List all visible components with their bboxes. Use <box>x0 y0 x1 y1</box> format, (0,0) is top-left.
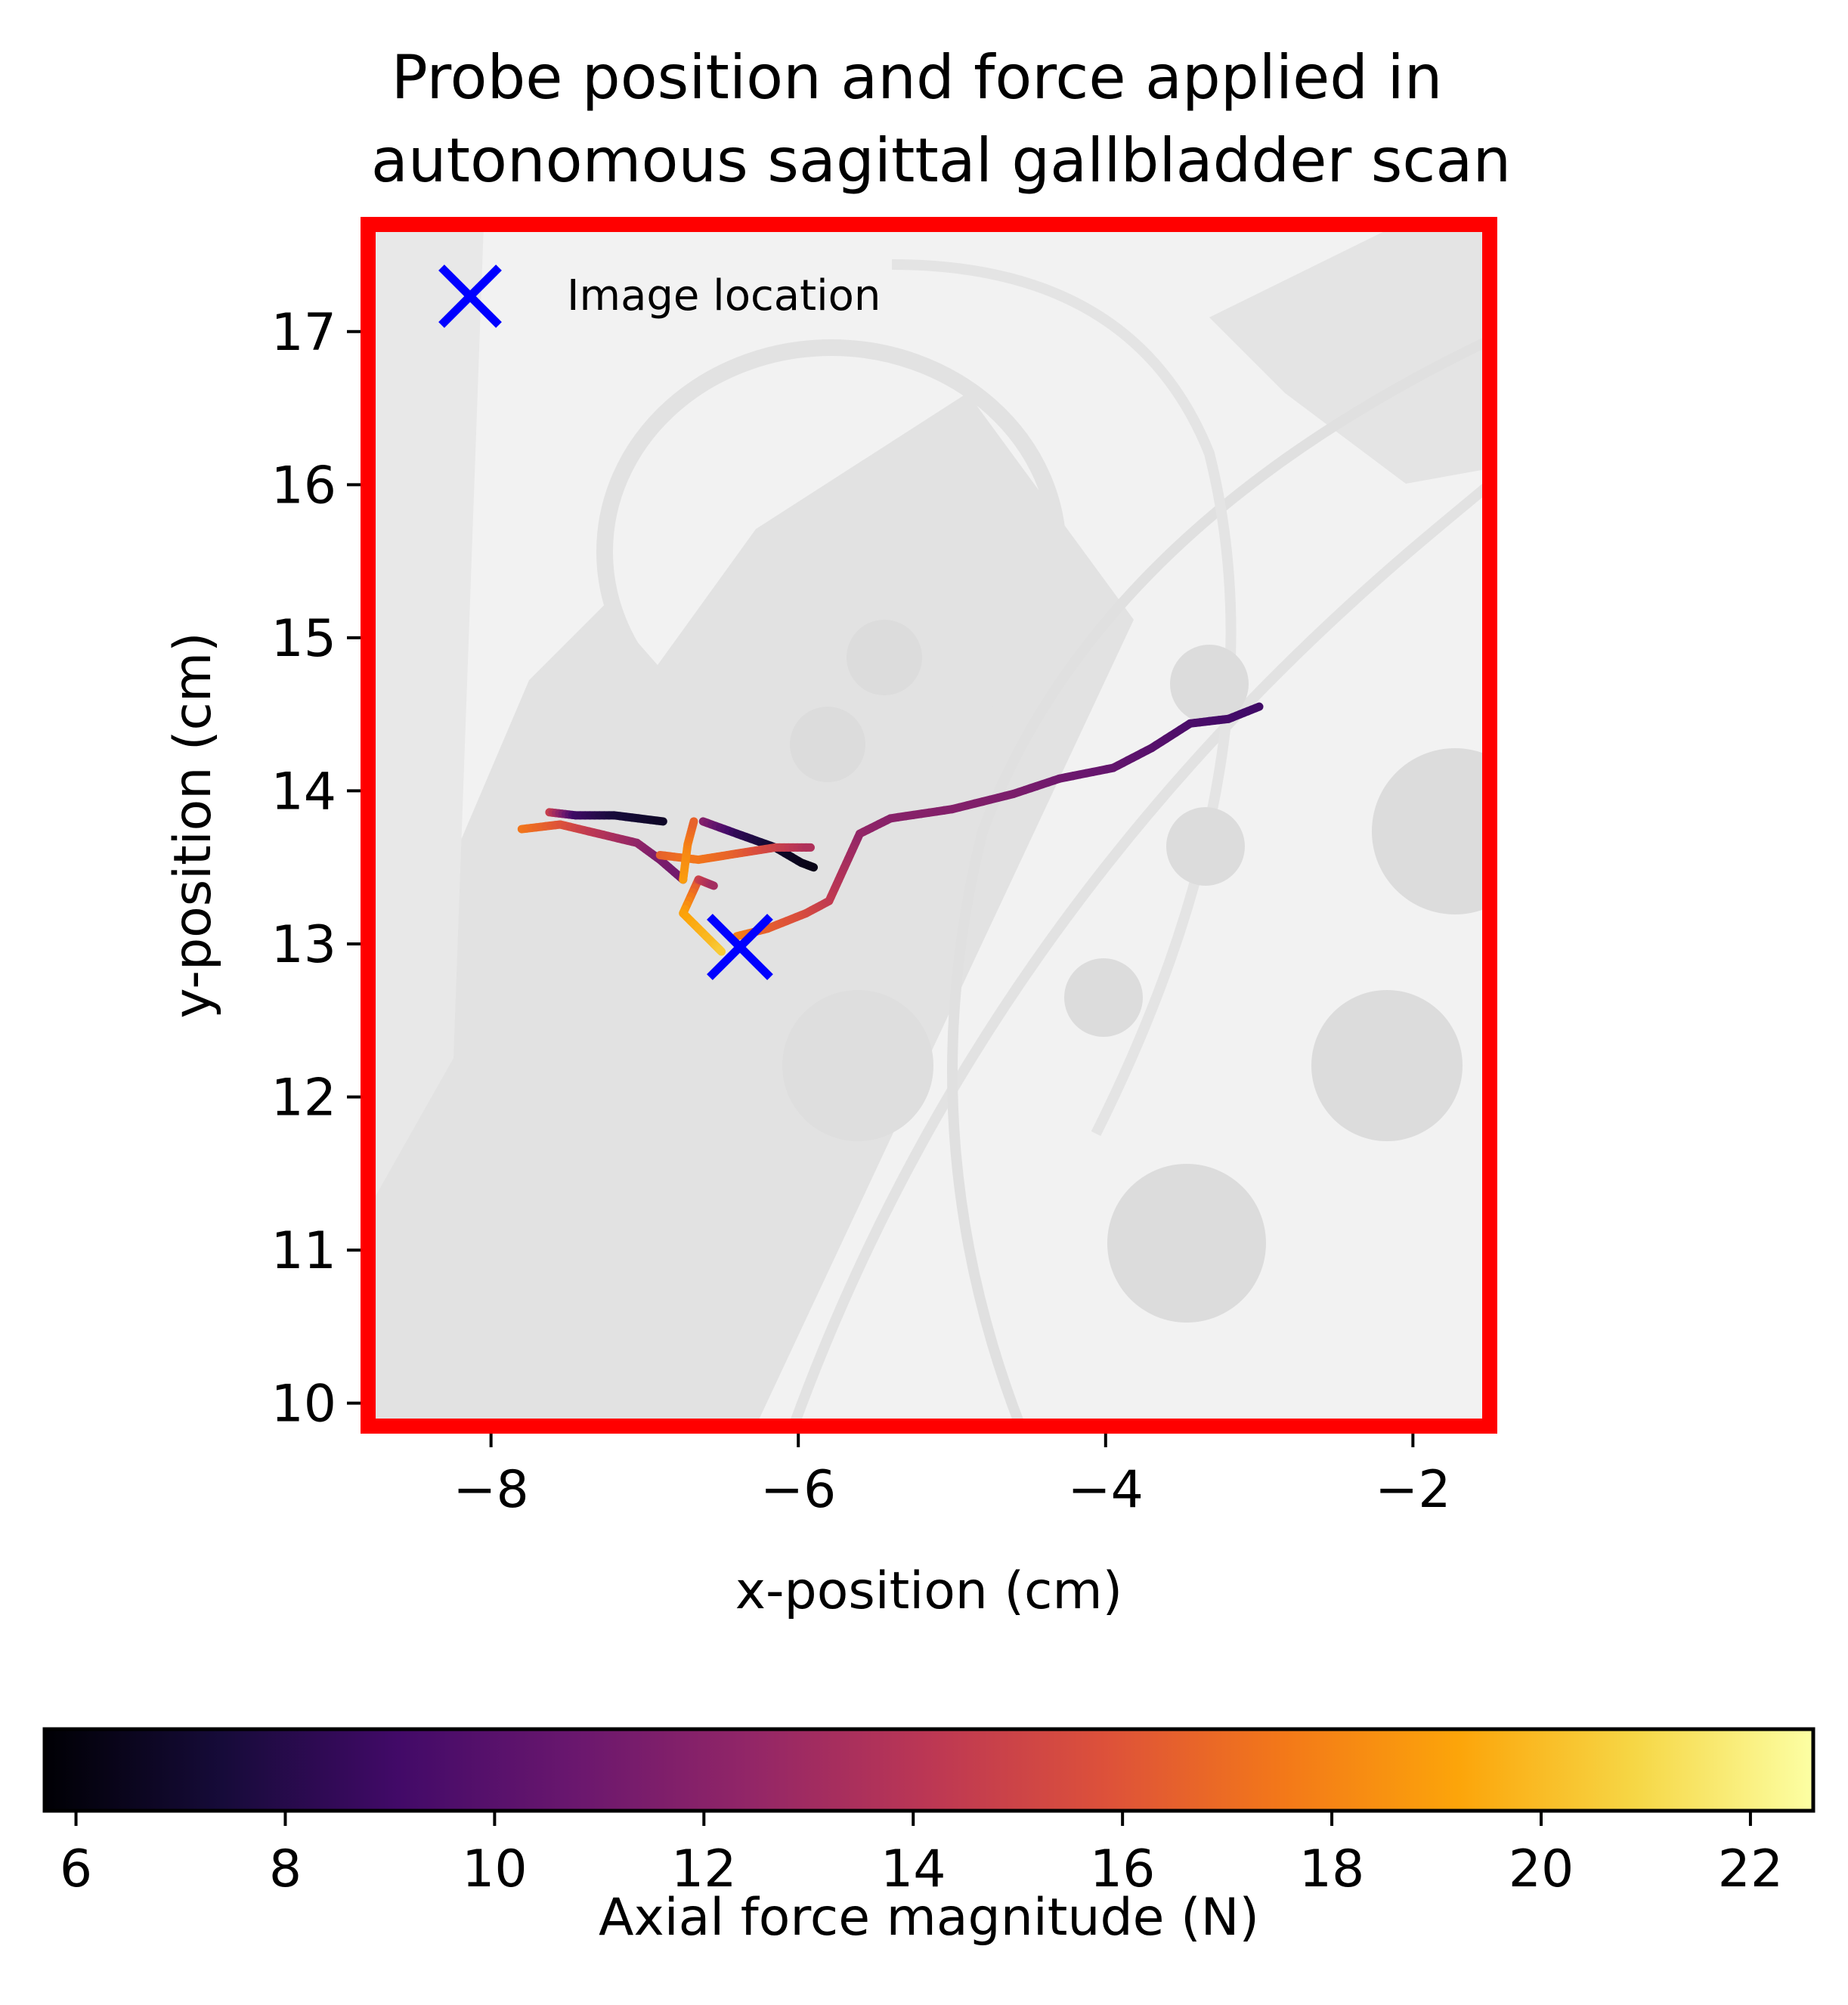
x-tick-label: −2 <box>1375 1460 1450 1520</box>
y-tick-label: 17 <box>271 303 336 363</box>
legend: Image location <box>438 265 881 328</box>
y-tick-label: 11 <box>271 1221 336 1281</box>
legend-x-marker <box>438 265 502 328</box>
colorbar-tick-label: 10 <box>462 1839 528 1899</box>
plot-frame <box>361 217 1497 1434</box>
colorbar-tick-label: 14 <box>881 1839 946 1899</box>
trajectory-segment <box>808 862 819 872</box>
y-tick-label: 14 <box>271 762 336 821</box>
colorbar-gradient <box>42 1727 1815 1813</box>
trajectory-series-3 <box>545 808 667 826</box>
background-image <box>368 224 1490 1426</box>
chart-title-line-1: Probe position and force applied in <box>392 42 1443 113</box>
colorbar-tick-label: 18 <box>1299 1839 1365 1899</box>
trajectory-series-8 <box>694 875 718 890</box>
legend-entry-image-location: Image location <box>567 271 881 320</box>
trajectory-series-6 <box>679 875 726 956</box>
trajectory-series-1 <box>732 702 1264 941</box>
x-axis-label: x-position (cm) <box>735 1561 1122 1621</box>
trajectory-segment <box>1251 702 1264 713</box>
image-location-marker <box>707 914 773 980</box>
x-tick-label: −4 <box>1068 1460 1144 1520</box>
y-axis-label: y-position (cm) <box>163 632 223 1018</box>
colorbar-tick-label: 12 <box>671 1839 737 1899</box>
y-tick-label: 12 <box>271 1069 336 1128</box>
y-tick-label: 16 <box>271 456 336 515</box>
colorbar-tick-label: 8 <box>269 1839 302 1899</box>
trajectory-series-7 <box>679 817 698 884</box>
colorbar-tick-label: 20 <box>1509 1839 1574 1899</box>
colorbar-tick-label: 16 <box>1090 1839 1156 1899</box>
colorbar-label: Axial force magnitude (N) <box>599 1888 1259 1948</box>
x-tick-label: −8 <box>453 1460 529 1520</box>
trajectory-series-5 <box>655 843 815 865</box>
y-tick-label: 15 <box>271 609 336 669</box>
y-tick-label: 13 <box>271 915 336 975</box>
y-tick-label: 10 <box>271 1375 336 1434</box>
colorbar-tick-label: 22 <box>1718 1839 1784 1899</box>
chart-title-line-2: autonomous sagittal gallbladder scan <box>371 125 1511 196</box>
trajectory-segment <box>689 817 698 829</box>
colorbar: 6 8 10 12 14 16 18 20 22 Axial force magnitude (… <box>42 1727 1815 1948</box>
colorbar-tick-label: 6 <box>60 1839 92 1899</box>
trajectory-segment <box>707 880 718 890</box>
x-tick-label: −6 <box>760 1460 836 1520</box>
